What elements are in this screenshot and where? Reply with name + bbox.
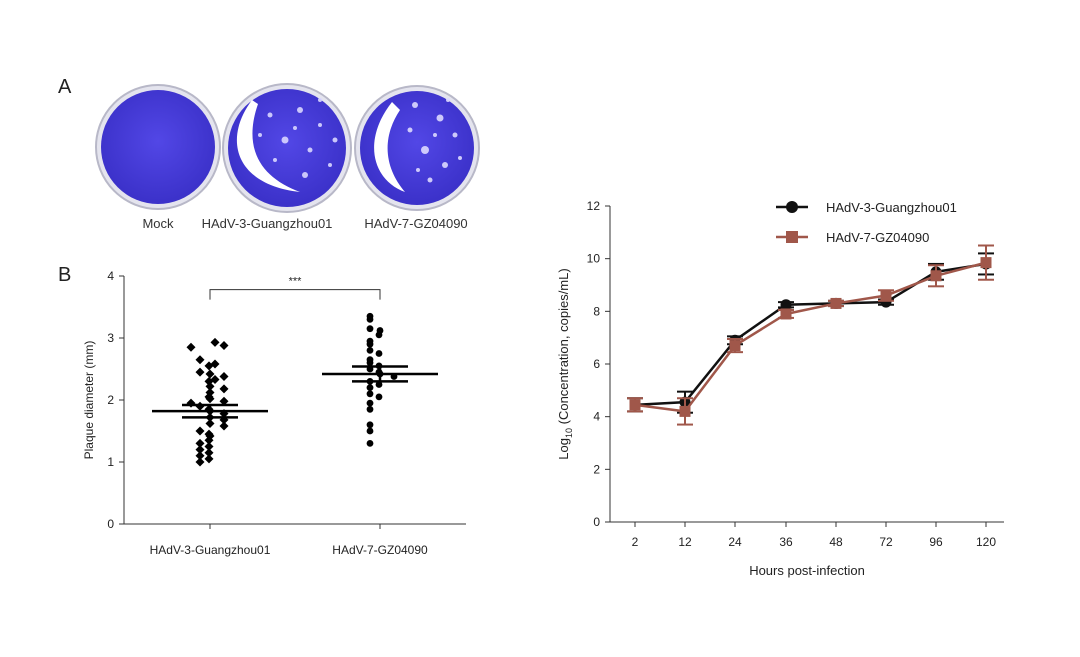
data-point-hadv3 <box>186 342 196 352</box>
data-point-hadv3 <box>195 355 205 365</box>
x-tick-label: 24 <box>728 535 742 549</box>
data-point-hadv3 <box>205 394 215 404</box>
data-point-hadv3 <box>219 384 229 394</box>
y-axis-label: Plaque diameter (mm) <box>82 341 96 460</box>
data-point-2 <box>780 308 792 320</box>
legend-label: HAdV-7-GZ04090 <box>826 230 929 245</box>
data-point-hadv7 <box>366 440 374 447</box>
x-tick-label: 48 <box>829 535 843 549</box>
y-tick-label: 12 <box>587 199 601 213</box>
data-point-hadv3 <box>205 419 215 429</box>
data-point-hadv7 <box>366 347 374 354</box>
x-tick-label: 12 <box>678 535 692 549</box>
significance-label: *** <box>289 276 303 288</box>
data-point-hadv7 <box>375 350 383 357</box>
data-point-hadv3 <box>210 337 220 347</box>
y-tick-label: 2 <box>107 393 114 407</box>
data-point-hadv3 <box>204 454 214 464</box>
significance-bracket <box>209 289 381 300</box>
data-point-2 <box>980 257 992 269</box>
y-tick-label: 6 <box>593 357 600 371</box>
data-point-hadv7 <box>375 393 383 401</box>
legend-marker <box>786 231 798 243</box>
x-tick-label: 96 <box>929 535 943 549</box>
data-point-hadv3 <box>219 396 229 406</box>
plate-label-hadv7: HAdV-7-GZ04090 <box>364 216 468 231</box>
data-point-2 <box>880 290 892 302</box>
y-tick-label: 4 <box>593 410 600 424</box>
y-tick-label: 0 <box>107 517 114 531</box>
data-point-hadv3 <box>219 371 229 381</box>
data-point-hadv7 <box>366 405 374 413</box>
x-tick-label: HAdV-3-Guangzhou01 <box>150 543 271 557</box>
y-tick-label: 2 <box>593 462 600 476</box>
data-point-2 <box>930 270 942 282</box>
plate-label-mock: Mock <box>142 216 174 231</box>
data-point-hadv3 <box>204 448 214 458</box>
data-point-hadv3 <box>195 457 205 467</box>
x-tick-label: 72 <box>879 535 893 549</box>
panel-a-letter: A <box>58 76 72 98</box>
data-point-1 <box>780 299 792 311</box>
y-tick-label: 4 <box>107 269 114 283</box>
data-point-hadv3 <box>204 442 214 451</box>
data-point-hadv7 <box>366 359 374 367</box>
data-point-hadv3 <box>205 381 215 391</box>
data-point-hadv7 <box>366 325 374 333</box>
y-tick-label: 1 <box>107 455 114 469</box>
series-line-1 <box>634 262 987 407</box>
plate-hadv3 <box>222 83 352 213</box>
data-point-hadv7 <box>366 390 374 398</box>
x-tick-label: HAdV-7-GZ04090 <box>332 543 428 557</box>
data-point-hadv7 <box>366 421 374 429</box>
data-point-hadv3 <box>219 340 229 350</box>
y-tick-label: 0 <box>593 515 600 529</box>
x-axis-label: Hours post-infection <box>749 563 865 578</box>
data-point-hadv7 <box>366 399 374 407</box>
y-axis-label: Log10 (Concentration, copies/mL) <box>556 268 574 459</box>
data-point-2 <box>729 340 741 352</box>
data-point-hadv3 <box>219 421 229 431</box>
data-point-hadv3 <box>204 435 214 445</box>
data-point-2 <box>830 297 842 309</box>
data-point-hadv3 <box>195 367 205 377</box>
x-tick-label: 120 <box>976 535 996 549</box>
y-tick-label: 10 <box>587 252 601 266</box>
x-tick-label: 2 <box>632 535 639 549</box>
panel-b-letter: B <box>58 264 72 286</box>
data-point-hadv7 <box>366 384 374 391</box>
legend-label: HAdV-3-Guangzhou01 <box>826 200 957 215</box>
data-point-hadv7 <box>366 427 374 435</box>
y-tick-label: 3 <box>107 331 114 345</box>
data-point-hadv3 <box>195 438 205 448</box>
data-point-hadv3 <box>195 426 205 436</box>
data-point-2 <box>679 405 691 417</box>
series-line-2 <box>634 261 987 413</box>
plate-label-hadv3: HAdV-3-Guangzhou01 <box>201 216 333 231</box>
legend-marker <box>786 201 798 213</box>
plate-mock <box>95 84 221 210</box>
plate-hadv7 <box>354 85 480 211</box>
data-point-hadv7 <box>375 331 383 339</box>
data-point-hadv3 <box>195 451 205 461</box>
x-tick-label: 36 <box>779 535 793 549</box>
y-tick-label: 8 <box>593 304 600 318</box>
data-point-2 <box>629 399 641 411</box>
data-point-hadv3 <box>205 369 215 379</box>
data-point-hadv3 <box>204 361 214 371</box>
data-point-hadv7 <box>366 316 374 323</box>
data-point-hadv3 <box>195 445 205 455</box>
data-point-hadv7 <box>375 381 383 388</box>
data-point-hadv7 <box>366 340 374 348</box>
